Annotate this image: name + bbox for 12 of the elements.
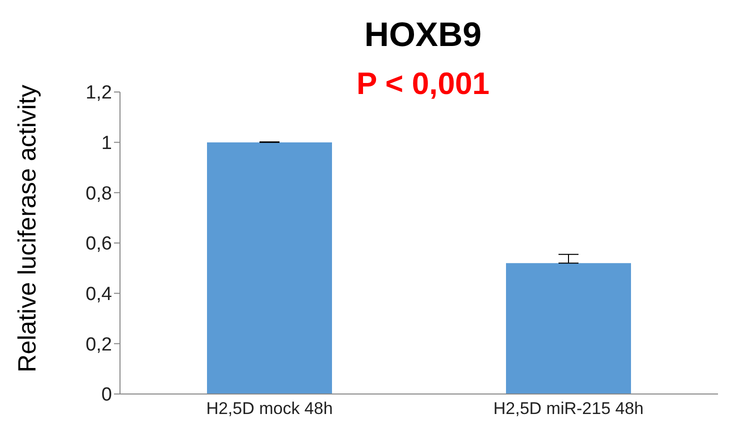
y-tick-label: 0: [101, 384, 112, 406]
y-tick-label: 1: [101, 133, 112, 154]
y-tick-label: 0,2: [86, 334, 112, 356]
x-tick-label: H2,5D miR-215 48h: [493, 399, 644, 418]
chart-title: HOXB9: [363, 16, 483, 55]
y-tick-label: 1,2: [86, 82, 112, 104]
y-tick-label: 0,6: [86, 234, 112, 255]
annotation: P < 0,001: [355, 66, 491, 102]
y-tick-label: 0,8: [86, 183, 112, 204]
y-axis-title: Relative luciferase activity: [14, 84, 42, 372]
y-tick-label: 0,4: [86, 284, 112, 306]
x-tick-label: H2,5D mock 48h: [206, 399, 333, 418]
